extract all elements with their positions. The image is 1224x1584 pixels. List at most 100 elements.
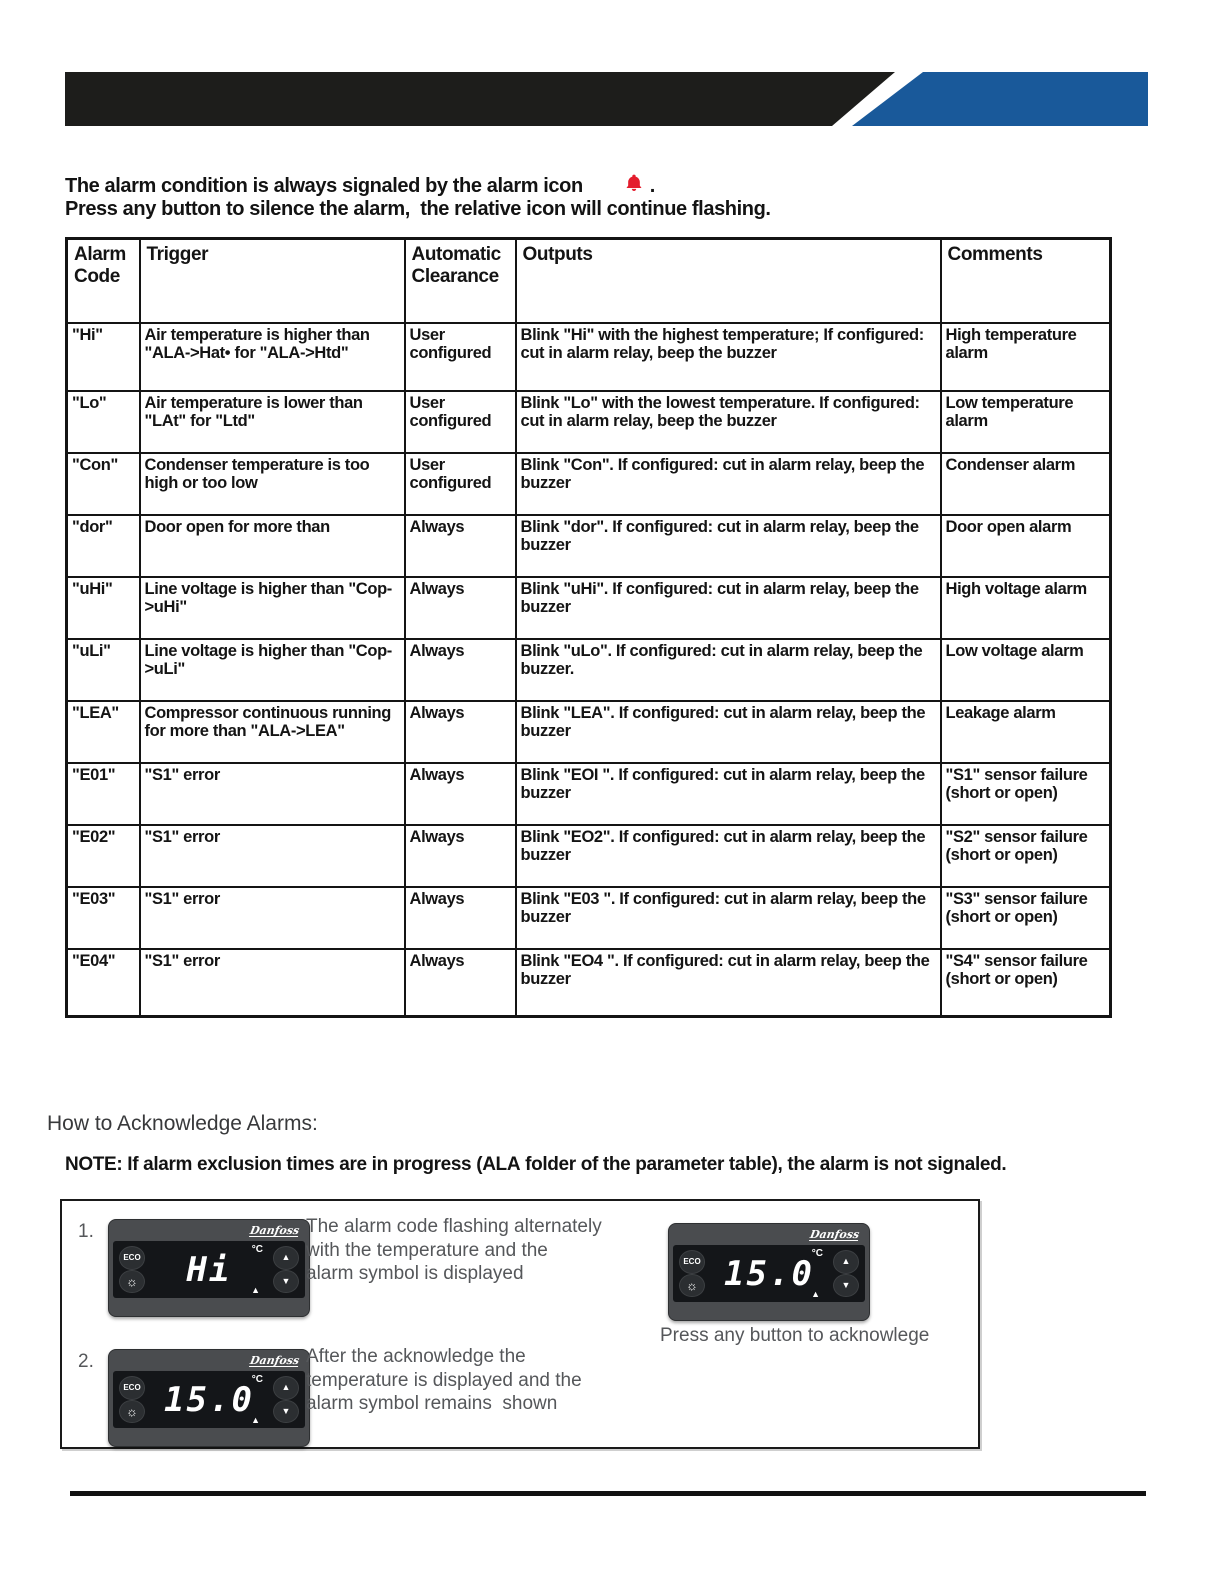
cell-comments: High temperature alarm [939, 321, 1112, 392]
cell-trigger: Condenser temperature is too high or too… [138, 451, 406, 516]
up-arrow-icon: ▲ [281, 1252, 291, 1263]
table-row: "uHi" Line voltage is higher than "Cop->… [65, 575, 1112, 640]
display-value: Hi [186, 1249, 232, 1290]
light-button: ☼ [119, 1399, 145, 1423]
cell-outputs: Blink "Hi" with the highest temperature;… [514, 321, 942, 392]
cell-comments: "S1" sensor failure (short or open) [939, 761, 1112, 826]
display-value: 15.0 [164, 1379, 254, 1420]
table-row: "E02" "S1" error Always Blink "EO2". If … [65, 823, 1112, 888]
cell-clearance: Always [403, 885, 517, 950]
cell-outputs: Blink "uLo". If configured: cut in alarm… [514, 637, 942, 702]
eco-button: ECO [679, 1250, 705, 1274]
cell-clearance: Always [403, 637, 517, 702]
step1-text: The alarm code flashing alternately with … [306, 1216, 602, 1285]
celsius-label: °C [251, 1244, 263, 1255]
cell-outputs: Blink "dor". If configured: cut in alarm… [514, 513, 942, 578]
step-number: 1. [78, 1221, 94, 1242]
controller-display-step1: Danfoss ECO ☼ Hi °C ▲ ▲ ▼ [108, 1219, 310, 1317]
table-row: "Lo" Air temperature is lower than "LAt"… [65, 389, 1112, 454]
cell-comments: Leakage alarm [939, 699, 1112, 764]
header-bar-black [65, 72, 895, 126]
cell-code: "uLi" [65, 637, 141, 702]
note-label: NOTE [65, 1154, 117, 1175]
table-row: "Con" Condenser temperature is too high … [65, 451, 1112, 516]
note-end: folder of the parameter table), the alar… [520, 1154, 1007, 1175]
table-row: "E03" "S1" error Always Blink "E03 ". If… [65, 885, 1112, 950]
danfoss-logo: Danfoss [248, 1223, 301, 1237]
light-icon: ☼ [126, 1403, 138, 1419]
cell-clearance: Always [403, 699, 517, 764]
footer-rule [70, 1491, 1146, 1496]
table-row: "E04" "S1" error Always Blink "EO4 ". If… [65, 947, 1112, 1018]
cell-code: "E04" [65, 947, 141, 1018]
acknowledge-figure: 1. Danfoss ECO ☼ Hi °C ▲ ▲ ▼ [60, 1199, 980, 1449]
light-button: ☼ [679, 1273, 705, 1297]
table-row: "Hi" Air temperature is higher than "ALA… [65, 321, 1112, 392]
light-button: ☼ [119, 1269, 145, 1293]
header-clearance: Automatic Clearance [403, 237, 517, 324]
up-button: ▲ [273, 1246, 299, 1270]
cell-clearance: Always [403, 575, 517, 640]
cell-code: "Lo" [65, 389, 141, 454]
cell-comments: Door open alarm [939, 513, 1112, 578]
down-button: ▼ [273, 1399, 299, 1423]
cell-trigger: "S1" error [138, 761, 406, 826]
header-outputs: Outputs [514, 237, 942, 324]
eco-label: ECO [683, 1257, 701, 1267]
note-ala-bold: ALA [482, 1154, 521, 1175]
eco-label: ECO [123, 1383, 141, 1393]
cell-comments: Condenser alarm [939, 451, 1112, 516]
cell-trigger: "S1" error [138, 823, 406, 888]
cell-outputs: Blink "Con". If configured: cut in alarm… [514, 451, 942, 516]
display-screen-band: ECO ☼ 15.0 °C ▲ ▲ ▼ [113, 1371, 305, 1428]
eco-button: ECO [119, 1246, 145, 1270]
cell-code: "uHi" [65, 575, 141, 640]
alarm-condition-period: . [649, 174, 656, 197]
display-top-strip: Danfoss [109, 1220, 309, 1241]
acknowledge-caption: Press any button to acknowlege [660, 1325, 930, 1346]
table-row: "LEA" Compressor continuous running for … [65, 699, 1112, 764]
cell-comments: "S2" sensor failure (short or open) [939, 823, 1112, 888]
cell-code: "E02" [65, 823, 141, 888]
cell-clearance: User configured [403, 389, 517, 454]
alarm-table: Alarm Code Trigger Automatic Clearance O… [65, 237, 1112, 1018]
cell-outputs: Blink "Lo" with the lowest temperature. … [514, 389, 942, 454]
cell-code: "E03" [65, 885, 141, 950]
silence-line: Press any button to silence the alarm, t… [65, 198, 771, 220]
light-icon: ☼ [126, 1273, 138, 1289]
cell-outputs: Blink "E03 ". If configured: cut in alar… [514, 885, 942, 950]
cell-outputs: Blink "EO4 ". If configured: cut in alar… [514, 947, 942, 1018]
cell-comments: Low voltage alarm [939, 637, 1112, 702]
up-arrow-icon: ▲ [841, 1256, 851, 1267]
cell-comments: Low temperature alarm [939, 389, 1112, 454]
cell-outputs: Blink "EO2". If configured: cut in alarm… [514, 823, 942, 888]
display-top-strip: Danfoss [109, 1350, 309, 1371]
alarm-symbol-icon: ▲ [251, 1415, 260, 1425]
table-row: "E01" "S1" error Always Blink "EOI ". If… [65, 761, 1112, 826]
alarm-condition-text: The alarm condition is always signaled b… [65, 174, 583, 197]
note-mid: : If alarm exclusion times are in progre… [116, 1154, 483, 1175]
cell-clearance: Always [403, 513, 517, 578]
display-screen-band: ECO ☼ Hi °C ▲ ▲ ▼ [113, 1241, 305, 1298]
down-arrow-icon: ▼ [841, 1279, 851, 1290]
celsius-label: °C [811, 1248, 823, 1259]
eco-button: ECO [119, 1376, 145, 1400]
header-alarm-code: Alarm Code [65, 237, 141, 324]
display-value: 15.0 [724, 1253, 814, 1294]
cell-outputs: Blink "LEA". If configured: cut in alarm… [514, 699, 942, 764]
cell-trigger: Compressor continuous running for more t… [138, 699, 406, 764]
cell-code: "Hi" [65, 321, 141, 392]
display-top-strip: Danfoss [669, 1224, 869, 1245]
header-trigger: Trigger [138, 237, 406, 324]
light-icon: ☼ [686, 1277, 698, 1293]
cell-trigger: Air temperature is lower than "LAt" for … [138, 389, 406, 454]
cell-trigger: "S1" error [138, 947, 406, 1018]
cell-comments: "S4" sensor failure (short or open) [939, 947, 1112, 1018]
danfoss-logo: Danfoss [808, 1227, 861, 1241]
cell-trigger: Air temperature is higher than "ALA->Hat… [138, 321, 406, 392]
cell-trigger: Line voltage is higher than "Cop->uHi" [138, 575, 406, 640]
display-screen: Hi °C ▲ [151, 1241, 267, 1298]
table-header-row: Alarm Code Trigger Automatic Clearance O… [65, 237, 1112, 324]
cell-code: "LEA" [65, 699, 141, 764]
